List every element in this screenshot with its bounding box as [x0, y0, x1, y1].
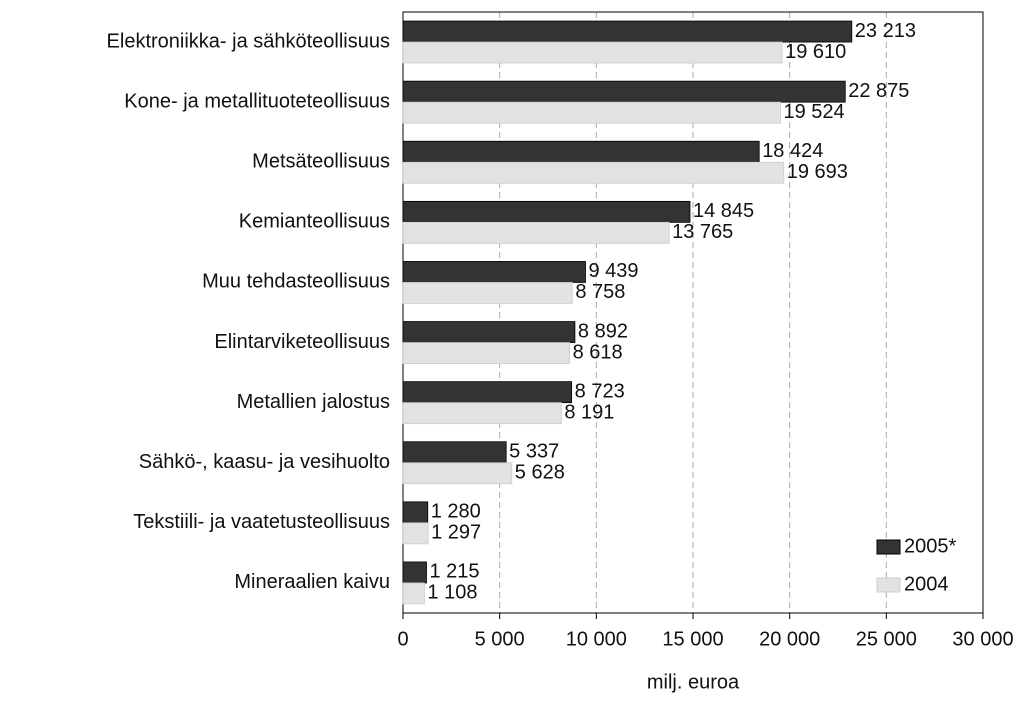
value-label: 23 213 — [855, 20, 916, 42]
value-label: 14 845 — [693, 200, 754, 222]
y-tick-label: Muu tehdasteollisuus — [202, 271, 390, 293]
y-tick-label: Kone- ja metallituoteteollisuus — [124, 90, 390, 112]
value-label: 1 215 — [429, 561, 479, 583]
bar — [402, 441, 507, 464]
value-label: 5 337 — [509, 441, 559, 463]
legend-label: 2005* — [904, 535, 956, 557]
bar — [402, 522, 429, 545]
value-label: 8 723 — [575, 380, 625, 402]
y-tick-label: Elintarviketeollisuus — [214, 331, 390, 353]
bar — [402, 582, 425, 605]
x-axis-label: milj. euroa — [647, 671, 740, 693]
y-tick-label: Metsäteollisuus — [252, 151, 390, 173]
legend-label: 2004 — [904, 573, 949, 595]
bar — [402, 381, 573, 404]
bar — [402, 261, 586, 283]
x-tick-label: 10 000 — [566, 628, 627, 650]
value-label: 18 424 — [762, 140, 823, 162]
bar — [402, 501, 429, 524]
legend-swatch — [876, 539, 901, 555]
bar — [402, 342, 571, 364]
bar — [402, 101, 781, 124]
value-label: 8 892 — [578, 320, 628, 342]
bar — [402, 321, 576, 343]
bar — [402, 462, 513, 485]
y-tick-label: Elektroniikka- ja sähköteollisuus — [107, 30, 390, 52]
value-label: 8 758 — [575, 281, 625, 303]
legend-swatch — [876, 577, 901, 593]
x-tick-label: 0 — [397, 628, 408, 650]
bar — [402, 402, 562, 425]
plot-frame — [402, 11, 984, 614]
y-tick-label: Mineraalien kaivu — [234, 571, 390, 593]
value-label: 8 191 — [564, 401, 614, 423]
bar — [402, 161, 785, 184]
value-label: 19 524 — [783, 101, 844, 123]
y-tick-label: Sähkö-, kaasu- ja vesihuolto — [139, 451, 390, 473]
bar — [402, 200, 691, 223]
y-tick-label: Tekstiili- ja vaatetusteollisuus — [133, 511, 390, 533]
x-tick-label: 5 000 — [475, 628, 525, 650]
value-label: 5 628 — [515, 462, 565, 484]
bar — [402, 140, 760, 163]
value-label: 8 618 — [573, 341, 623, 363]
x-tick-label: 30 000 — [952, 628, 1013, 650]
bar — [402, 561, 427, 584]
bar — [402, 80, 846, 103]
bar — [402, 282, 573, 304]
bar — [402, 221, 670, 244]
value-label: 1 297 — [431, 522, 481, 544]
value-label: 22 875 — [848, 80, 909, 102]
bar — [402, 41, 783, 64]
value-label: 1 280 — [431, 501, 481, 523]
x-tick-label: 20 000 — [759, 628, 820, 650]
y-tick-label: Kemianteollisuus — [239, 211, 390, 233]
value-label: 19 610 — [785, 41, 846, 63]
value-label: 1 108 — [427, 582, 477, 604]
value-label: 19 693 — [787, 161, 848, 183]
value-label: 13 765 — [672, 221, 733, 243]
y-tick-label: Metallien jalostus — [237, 391, 390, 413]
value-label: 9 439 — [588, 260, 638, 282]
bar — [402, 20, 853, 43]
x-tick-label: 15 000 — [662, 628, 723, 650]
x-tick-label: 25 000 — [856, 628, 917, 650]
